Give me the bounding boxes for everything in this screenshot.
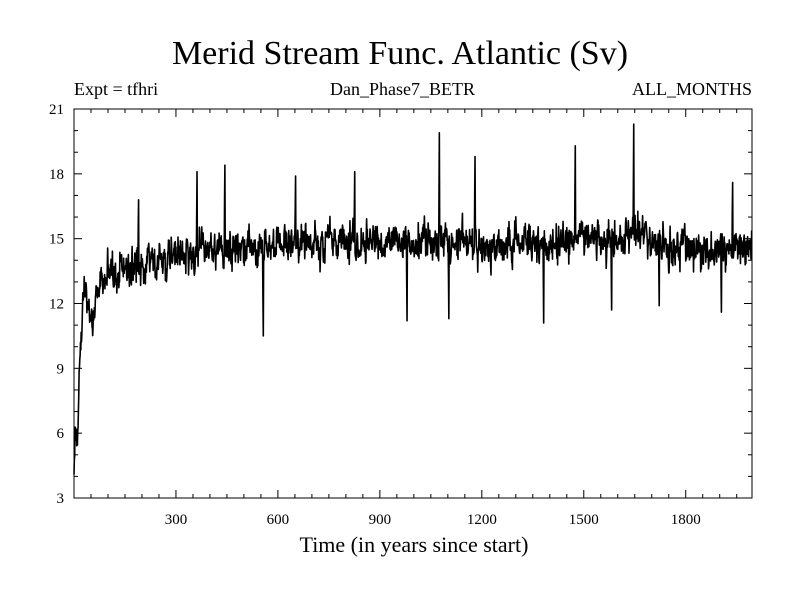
chart-subtitle-months: ALL_MONTHS [632,79,752,99]
series-line [73,123,753,475]
x-tick-label: 1800 [671,512,701,528]
y-tick-label: 12 [49,297,64,313]
chart-title: Merid Stream Func. Atlantic (Sv) [171,35,629,72]
x-tick-label: 1200 [467,512,497,528]
y-tick-label: 18 [49,167,64,183]
x-axis-label: Time (in years since start) [299,532,529,557]
y-tick-label: 9 [57,361,65,377]
y-tick-label: 21 [49,102,64,118]
y-tick-label: 3 [57,491,65,507]
chart-subtitle-experiment: Expt = tfhri [74,79,159,99]
x-tick-label: 300 [165,512,188,528]
x-tick-label: 1500 [569,512,599,528]
y-axis: 3 6 9 12 15 18 21 [49,102,752,507]
plot-frame [73,108,753,499]
chart-subtitle-run: Dan_Phase7_BETR [330,79,475,99]
x-tick-label: 900 [369,512,392,528]
y-tick-label: 15 [49,232,64,248]
y-tick-label: 6 [57,426,65,442]
x-axis: 300 600 900 1200 1500 1800 [90,109,738,528]
x-tick-label: 600 [267,512,290,528]
